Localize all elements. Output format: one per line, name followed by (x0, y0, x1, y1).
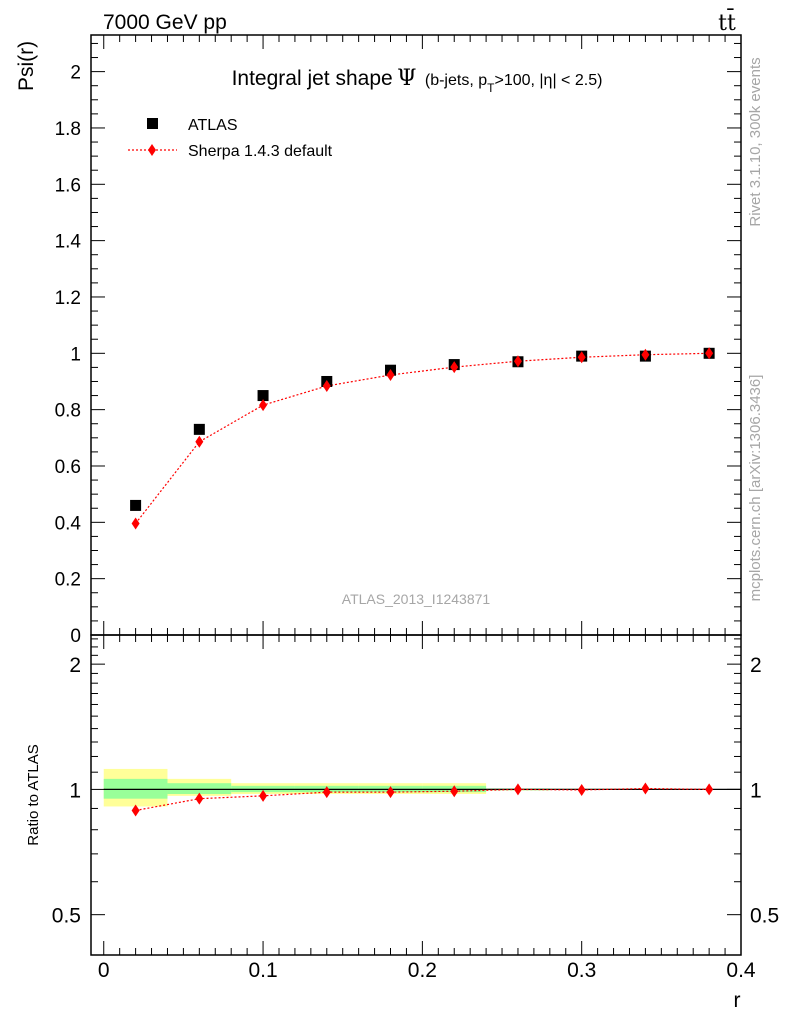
sherpa-point (195, 435, 204, 448)
axis-ticks (91, 35, 742, 956)
main-ytick-label: 1 (70, 344, 81, 365)
ratio-sherpa-point (195, 792, 204, 805)
main-ytick-label: 0.4 (55, 513, 82, 534)
ratio-sherpa-line (135, 787, 710, 812)
xtick-label: 0.2 (408, 959, 437, 982)
atlas-point (193, 423, 205, 435)
ratio-sherpa-point (259, 789, 268, 802)
sherpa-point (131, 517, 140, 530)
legend-label-atlas: ATLAS (188, 117, 238, 134)
header-left: 7000 GeV pp (103, 11, 227, 34)
main-ytick-label: 1.4 (55, 232, 82, 253)
title-cut-close: >100, |η| < 2.5) (494, 72, 602, 89)
ratio-ytick-label-right: 2 (750, 654, 762, 677)
main-ylabel: Psi(r) (15, 41, 38, 91)
legend-marker-sherpa (148, 144, 156, 156)
sherpa-point (705, 347, 714, 360)
ratio-xlabel: r (734, 989, 741, 1012)
main-ytick-label: 0.2 (55, 570, 81, 591)
ratio-sherpa-point (577, 783, 586, 796)
sherpa-point (259, 399, 268, 412)
ratio-panel-frame (90, 634, 742, 956)
xtick-label: 0.1 (248, 959, 277, 982)
main-ytick-label: 1.6 (55, 175, 81, 196)
legend-marker-atlas (147, 118, 158, 129)
ratio-sherpa-point (705, 783, 714, 796)
ratio-ytick-label: 2 (69, 654, 81, 677)
band-inner-bin (167, 783, 232, 794)
main-series (130, 347, 715, 530)
ratio-sherpa-point (131, 804, 140, 817)
xtick-label: 0.4 (726, 959, 756, 982)
title-cut-open: (b-jets, p (425, 72, 487, 89)
main-ytick-label: 0 (70, 626, 81, 647)
analysis-watermark: ATLAS_2013_I1243871 (342, 591, 491, 607)
main-ytick-label: 0.8 (55, 401, 81, 422)
header-right: tt̄ (718, 8, 736, 36)
ratio-ytick-label-right: 1 (750, 779, 762, 802)
title-cut-sub: T (487, 81, 495, 95)
sherpa-point (577, 351, 586, 364)
atlas-point (257, 390, 269, 402)
ratio-series (131, 782, 714, 817)
sherpa-point (641, 348, 650, 361)
ratio-sherpa-point (386, 786, 395, 799)
axis-tick-labels: 0 0.1 0.2 0.3 0.4 0 0.2 0.4 0.6 0.8 1 1.2 1.4 1.6 1.8 2… (52, 63, 779, 982)
ratio-sherpa-point (450, 785, 459, 798)
sherpa-point (513, 355, 522, 368)
ratio-ytick-label: 0.5 (52, 905, 81, 928)
title-text: Integral jet shape (232, 67, 393, 90)
sherpa-line (135, 352, 710, 524)
title-symbol: Ψ (397, 66, 416, 91)
ratio-ylabel: Ratio to ATLAS (25, 744, 42, 845)
main-ytick-label: 2 (70, 63, 81, 84)
sherpa-point (386, 369, 395, 381)
legend-label-sherpa: Sherpa 1.4.3 default (188, 143, 333, 160)
sherpa-point (322, 379, 331, 392)
sherpa-point (450, 361, 459, 374)
main-ytick-label: 1.2 (55, 288, 81, 309)
atlas-point (130, 499, 142, 511)
plot-title: Integral jet shape Ψ (b-jets, pT>100, |η… (232, 66, 603, 95)
ratio-ytick-label-right: 0.5 (750, 905, 779, 928)
ratio-sherpa-point (322, 786, 331, 799)
rivet-label: Rivet 3.1.10, 300k events (747, 57, 764, 226)
mcplots-label: mcplots.cern.ch [arXiv:1306.3436] (747, 375, 764, 602)
main-ytick-label: 0.6 (55, 457, 81, 478)
band-inner-bin (103, 778, 168, 799)
xtick-label: 0.3 (567, 959, 596, 982)
xtick-label: 0 (98, 959, 110, 982)
ratio-sherpa-point (513, 783, 522, 796)
main-ytick-label: 1.8 (55, 119, 81, 140)
legend: ATLAS Sherpa 1.4.3 default (128, 117, 333, 160)
ratio-sherpa-point (641, 782, 650, 795)
ratio-ytick-label: 1 (69, 779, 81, 802)
